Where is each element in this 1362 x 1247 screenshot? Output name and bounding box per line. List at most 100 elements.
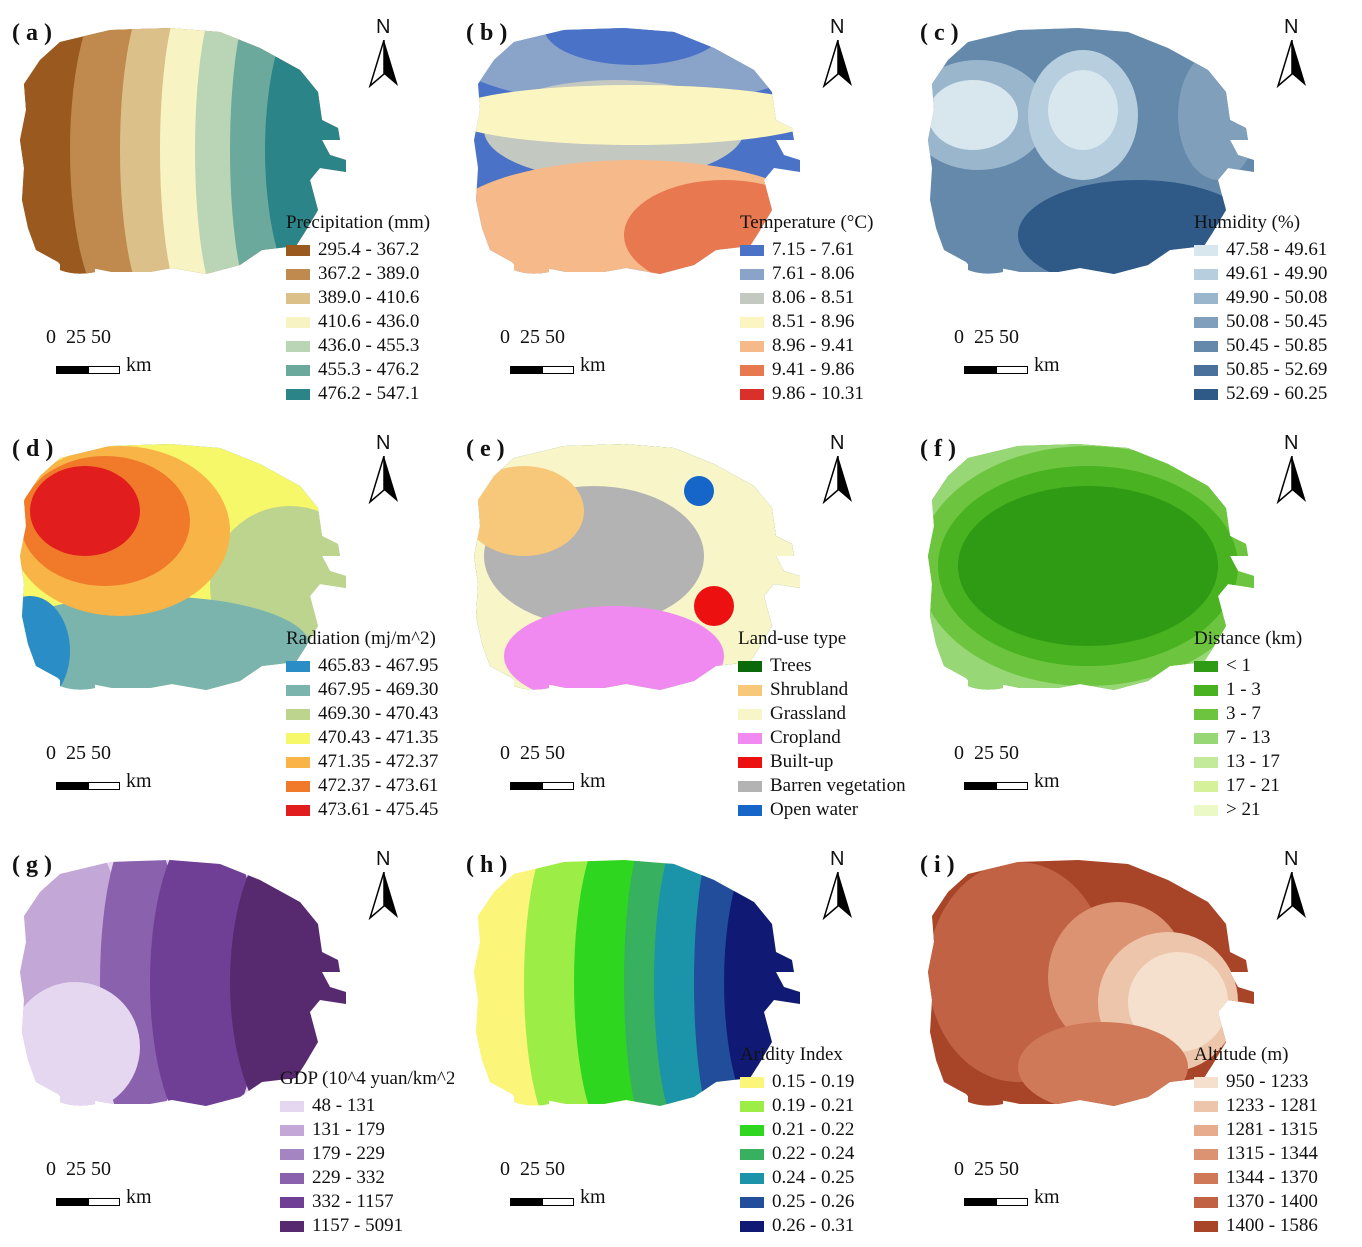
map-legend: Temperature (°C) 7.15 - 7.61 7.61 - 8.06 8.… bbox=[740, 212, 908, 406]
legend-swatch bbox=[1194, 684, 1218, 696]
legend-label: 47.58 - 49.61 bbox=[1226, 239, 1328, 260]
legend-item: 1281 - 1315 bbox=[1194, 1118, 1362, 1142]
legend-label: 0.25 - 0.26 bbox=[772, 1191, 855, 1212]
legend-swatch bbox=[286, 292, 310, 304]
legend-label: 470.43 - 471.35 bbox=[318, 727, 439, 748]
legend-item: 13 - 17 bbox=[1194, 750, 1362, 774]
legend-label: 1 - 3 bbox=[1226, 679, 1261, 700]
legend-swatch bbox=[286, 708, 310, 720]
legend-label: 1315 - 1344 bbox=[1226, 1143, 1318, 1164]
north-arrow-icon: N bbox=[822, 432, 862, 512]
legend-swatch bbox=[286, 244, 310, 256]
legend-item: 465.83 - 467.95 bbox=[286, 654, 454, 678]
scale-numbers: 0 25 50 bbox=[500, 326, 565, 348]
legend-swatch bbox=[1194, 732, 1218, 744]
legend-swatch bbox=[1194, 780, 1218, 792]
legend-item: 410.6 - 436.0 bbox=[286, 310, 454, 334]
legend-label: 1233 - 1281 bbox=[1226, 1095, 1318, 1116]
legend-title: Humidity (%) bbox=[1194, 212, 1301, 233]
legend-label: 410.6 - 436.0 bbox=[318, 311, 420, 332]
legend-label: 0.22 - 0.24 bbox=[772, 1143, 855, 1164]
scale-unit: km bbox=[126, 770, 152, 792]
legend-label: > 21 bbox=[1226, 799, 1261, 820]
legend-swatch bbox=[1194, 660, 1218, 672]
scale-bar: 0 25 50 km bbox=[500, 1158, 620, 1208]
legend-label: < 1 bbox=[1226, 655, 1251, 676]
map-panel-f: ( f ) N 0 25 50 km Distance (km) < 1 1 - 3 3 - … bbox=[908, 416, 1362, 831]
scale-bar: 0 25 50 km bbox=[46, 1158, 166, 1208]
legend-item: 9.41 - 9.86 bbox=[740, 358, 908, 382]
scale-bar: 0 25 50 km bbox=[954, 742, 1074, 792]
map-legend: Distance (km) < 1 1 - 3 3 - 7 7 - 13 13 - 17 1… bbox=[1194, 628, 1362, 822]
legend-swatch bbox=[286, 340, 310, 352]
map-panel-c: ( c ) N 0 25 50 km Humidity (%) 47.58 - 49.61… bbox=[908, 0, 1362, 415]
legend-item: Cropland bbox=[738, 726, 906, 750]
legend-label: 0.19 - 0.21 bbox=[772, 1095, 855, 1116]
legend-swatch bbox=[1194, 756, 1218, 768]
legend-item: 8.96 - 9.41 bbox=[740, 334, 908, 358]
map-legend: Altitude (m) 950 - 1233 1233 - 1281 1281 - … bbox=[1194, 1044, 1362, 1238]
legend-swatch bbox=[738, 732, 762, 744]
scale-unit: km bbox=[580, 1186, 606, 1208]
legend-item: 389.0 - 410.6 bbox=[286, 286, 454, 310]
scale-unit: km bbox=[126, 1186, 152, 1208]
legend-swatch bbox=[1194, 1148, 1218, 1160]
legend-swatch bbox=[1194, 340, 1218, 352]
legend-item: 52.69 - 60.25 bbox=[1194, 382, 1362, 406]
legend-swatch bbox=[738, 660, 762, 672]
legend-swatch bbox=[286, 388, 310, 400]
legend-label: 9.41 - 9.86 bbox=[772, 359, 855, 380]
map-panel-g: ( g ) N 0 25 50 km GDP (10^4 yuan/km^2) 48 - … bbox=[0, 832, 454, 1247]
legend-label: 8.06 - 8.51 bbox=[772, 287, 855, 308]
legend-label: 0.26 - 0.31 bbox=[772, 1215, 855, 1236]
legend-label: 0.15 - 0.19 bbox=[772, 1071, 855, 1092]
scale-numbers: 0 25 50 bbox=[500, 742, 565, 764]
legend-swatch bbox=[740, 1220, 764, 1232]
legend-item: 295.4 - 367.2 bbox=[286, 238, 454, 262]
scale-unit: km bbox=[580, 770, 606, 792]
map-legend: GDP (10^4 yuan/km^2) 48 - 131 131 - 179 179… bbox=[280, 1068, 454, 1238]
legend-label: 7.61 - 8.06 bbox=[772, 263, 855, 284]
legend-swatch bbox=[740, 1100, 764, 1112]
legend-label: 3 - 7 bbox=[1226, 703, 1261, 724]
legend-item: 1370 - 1400 bbox=[1194, 1190, 1362, 1214]
legend-label: 7 - 13 bbox=[1226, 727, 1271, 748]
panel-label: ( a ) bbox=[12, 20, 52, 46]
legend-swatch bbox=[286, 660, 310, 672]
legend-title: Land-use type bbox=[738, 628, 847, 649]
north-arrow-icon: N bbox=[822, 848, 862, 928]
scale-bar: 0 25 50 km bbox=[954, 1158, 1074, 1208]
legend-item: 49.90 - 50.08 bbox=[1194, 286, 1362, 310]
legend-item: Trees bbox=[738, 654, 906, 678]
legend-item: 0.24 - 0.25 bbox=[740, 1166, 908, 1190]
map-panel-b: ( b ) N 0 25 50 km Temperature (°C) 7.15 - 7.… bbox=[454, 0, 908, 415]
legend-label: 7.15 - 7.61 bbox=[772, 239, 855, 260]
legend-item: 0.26 - 0.31 bbox=[740, 1214, 908, 1238]
legend-item: 7.61 - 8.06 bbox=[740, 262, 908, 286]
legend-swatch bbox=[740, 292, 764, 304]
scale-bar: 0 25 50 km bbox=[954, 326, 1074, 376]
legend-swatch bbox=[740, 244, 764, 256]
legend-swatch bbox=[1194, 316, 1218, 328]
scale-bar: 0 25 50 km bbox=[46, 742, 166, 792]
legend-swatch bbox=[280, 1124, 304, 1136]
legend-item: 8.51 - 8.96 bbox=[740, 310, 908, 334]
legend-item: < 1 bbox=[1194, 654, 1362, 678]
map-image bbox=[20, 28, 346, 274]
legend-label: 49.61 - 49.90 bbox=[1226, 263, 1328, 284]
legend-item: 50.85 - 52.69 bbox=[1194, 358, 1362, 382]
legend-label: Built-up bbox=[770, 751, 834, 772]
legend-item: 367.2 - 389.0 bbox=[286, 262, 454, 286]
legend-title: Aridity Index bbox=[740, 1044, 843, 1065]
legend-item: 3 - 7 bbox=[1194, 702, 1362, 726]
legend-item: 7.15 - 7.61 bbox=[740, 238, 908, 262]
legend-swatch bbox=[738, 804, 762, 816]
legend-swatch bbox=[740, 1172, 764, 1184]
legend-item: 436.0 - 455.3 bbox=[286, 334, 454, 358]
legend-swatch bbox=[286, 268, 310, 280]
map-image bbox=[928, 444, 1254, 690]
legend-label: 48 - 131 bbox=[312, 1095, 376, 1116]
north-arrow-icon: N bbox=[1276, 848, 1316, 928]
map-panel-h: ( h ) N 0 25 50 km Aridity Index 0.15 - 0.19 0… bbox=[454, 832, 908, 1247]
legend-label: 1344 - 1370 bbox=[1226, 1167, 1318, 1188]
